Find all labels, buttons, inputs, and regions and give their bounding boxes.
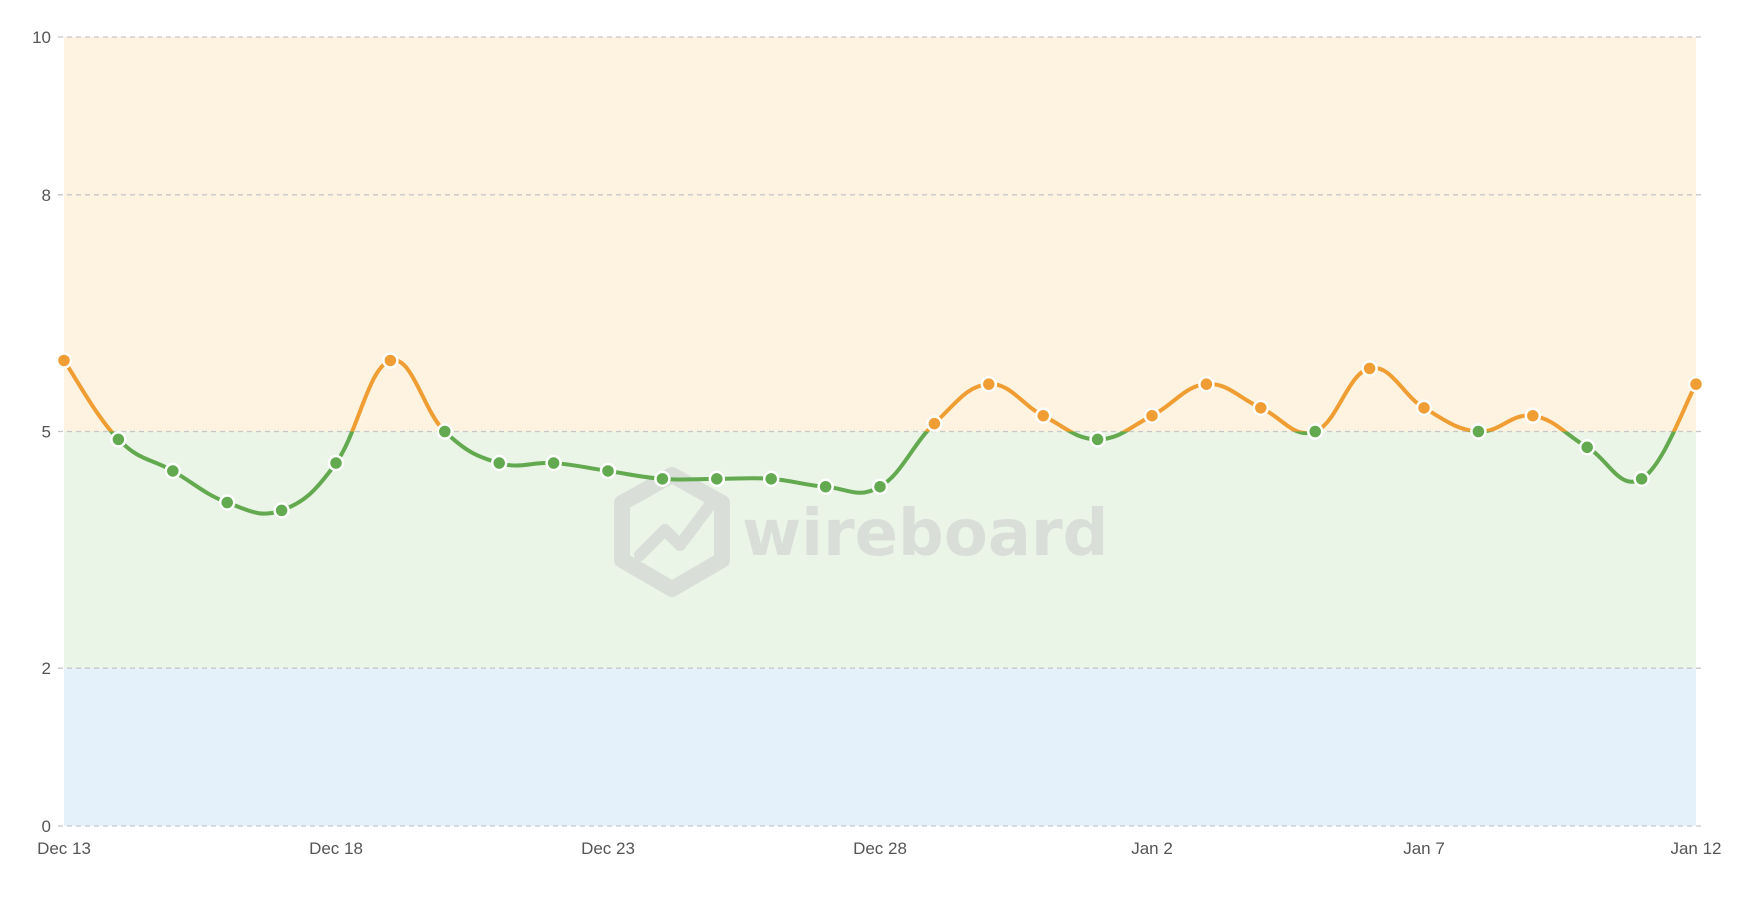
data-point[interactable] xyxy=(926,415,943,432)
data-point[interactable] xyxy=(708,470,726,488)
data-point[interactable] xyxy=(871,478,889,495)
x-tick-label: Jan 12 xyxy=(1670,839,1721,858)
data-point[interactable] xyxy=(273,502,290,519)
x-tick-label: Jan 2 xyxy=(1131,839,1173,858)
data-point[interactable] xyxy=(545,454,562,472)
data-point[interactable] xyxy=(817,478,834,495)
x-tick-label: Dec 13 xyxy=(37,839,91,858)
data-point[interactable] xyxy=(1633,470,1650,488)
series-line-above-threshold xyxy=(62,358,1698,432)
data-point[interactable] xyxy=(599,462,617,480)
y-tick-label: 5 xyxy=(42,423,51,442)
x-tick-label: Dec 23 xyxy=(581,839,635,858)
data-point[interactable] xyxy=(110,431,127,448)
y-axis-tick-labels: 0 2 5 8 10 xyxy=(32,28,51,836)
data-point[interactable] xyxy=(490,454,508,472)
data-point[interactable] xyxy=(1252,399,1270,417)
x-tick-label: Dec 28 xyxy=(853,839,907,858)
data-point[interactable] xyxy=(1034,407,1052,424)
data-points xyxy=(55,352,1705,519)
band-2 xyxy=(64,37,1696,432)
data-point[interactable] xyxy=(1687,375,1705,393)
x-tick-label: Jan 7 xyxy=(1403,839,1445,858)
grid-lines xyxy=(58,36,1703,827)
x-tick-label: Dec 18 xyxy=(309,839,363,858)
data-point[interactable] xyxy=(1524,407,1542,424)
data-point[interactable] xyxy=(980,375,998,393)
data-point[interactable] xyxy=(1198,375,1215,393)
data-point[interactable] xyxy=(654,470,671,488)
band-0 xyxy=(64,668,1696,826)
data-point[interactable] xyxy=(762,470,780,488)
y-tick-label: 8 xyxy=(42,186,51,205)
data-point[interactable] xyxy=(1470,423,1487,440)
data-point[interactable] xyxy=(1306,423,1324,440)
y-tick-label: 10 xyxy=(32,28,51,47)
data-point[interactable] xyxy=(218,494,236,511)
data-point[interactable] xyxy=(1578,439,1596,456)
data-point[interactable] xyxy=(327,454,345,472)
wireboard-logo-icon xyxy=(614,467,730,597)
watermark-text: wireboard xyxy=(742,497,1108,571)
data-point[interactable] xyxy=(164,462,182,480)
watermark: wireboard xyxy=(614,467,1108,597)
data-point[interactable] xyxy=(1089,431,1106,448)
data-point[interactable] xyxy=(1143,407,1161,424)
data-point[interactable] xyxy=(436,423,454,440)
y-tick-label: 0 xyxy=(42,817,51,836)
data-point[interactable] xyxy=(1361,360,1378,377)
data-point[interactable] xyxy=(1415,399,1433,417)
x-axis-tick-labels: Dec 13 Dec 18 Dec 23 Dec 28 Jan 2 Jan 7 Jan 12 xyxy=(37,839,1721,858)
data-point[interactable] xyxy=(382,352,399,369)
data-point[interactable] xyxy=(55,352,73,369)
y-tick-label: 2 xyxy=(42,659,51,678)
